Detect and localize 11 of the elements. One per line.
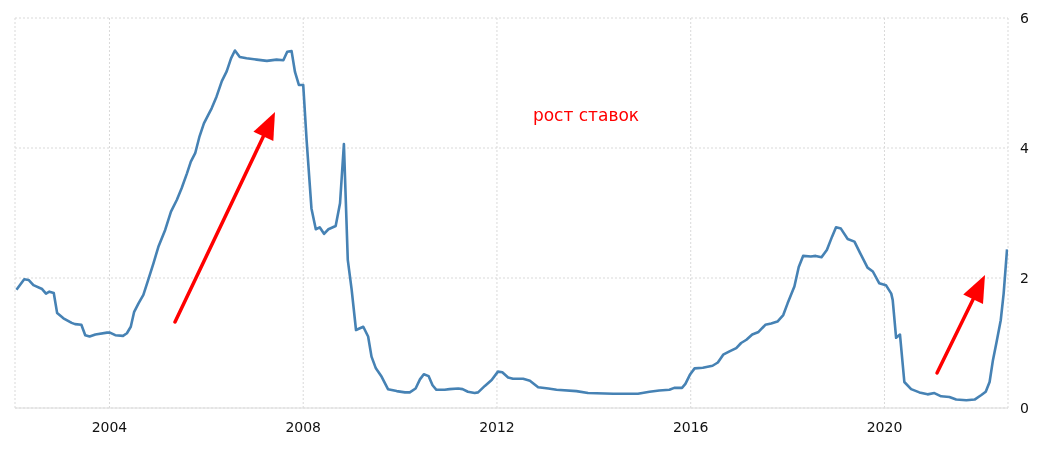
y-tick-label: 0 [1020,399,1029,416]
line-series [15,49,1008,402]
x-tick-label: 2012 [479,418,515,435]
x-tick-label: 2008 [285,418,322,435]
x-tick-label: 2016 [672,418,709,435]
annotation: рост ставок [532,105,640,125]
y-tick-label: 2 [1020,269,1029,286]
x-tick-label: 2004 [91,418,128,435]
y-tick-label: 6 [1020,9,1029,26]
x-tick-label: 2020 [866,418,903,435]
y-tick-label: 4 [1020,139,1029,156]
